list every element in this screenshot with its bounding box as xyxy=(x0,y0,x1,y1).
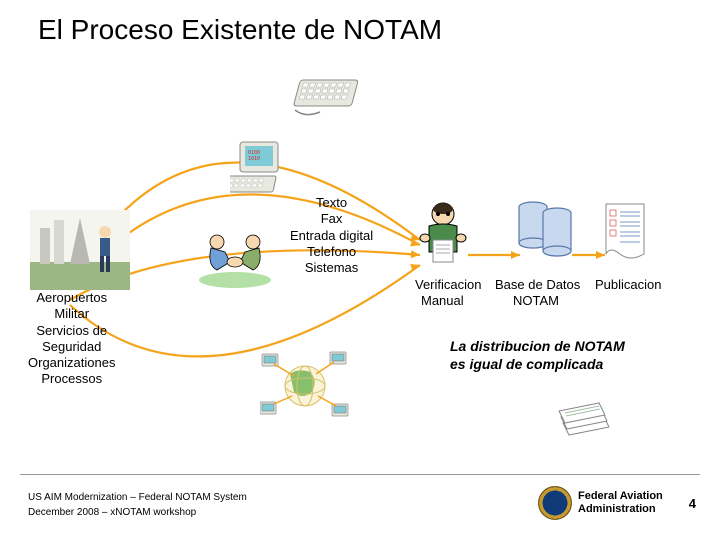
publication-label: Publicacion xyxy=(595,277,662,293)
distribution-label: La distribucion de NOTAM es igual de com… xyxy=(450,338,625,373)
computer-icon: 0100 1010 xyxy=(230,140,290,203)
faa-text: Federal AviationAdministration xyxy=(578,490,663,515)
page-title: El Proceso Existente de NOTAM xyxy=(38,14,442,46)
verification-label: Verificacion Manual xyxy=(415,277,481,310)
svg-text:1010: 1010 xyxy=(248,156,260,162)
slide-number: 4 xyxy=(689,496,696,511)
footer-left: US AIM Modernization – Federal NOTAM Sys… xyxy=(28,490,247,520)
paper-stack-icon xyxy=(555,395,615,446)
handshake-icon xyxy=(195,230,275,295)
sources-label: Aeropuertos Militar Servicios de Segurid… xyxy=(28,290,115,388)
footer-right: Federal AviationAdministration 4 xyxy=(538,486,696,520)
divider xyxy=(20,474,700,475)
database-icon xyxy=(515,195,575,266)
observer-icon xyxy=(30,210,130,280)
manual-check-icon xyxy=(415,200,471,269)
globe-network-icon xyxy=(260,350,350,427)
printout-icon xyxy=(600,200,652,273)
keyboard-icon xyxy=(285,70,365,130)
methods-label: Texto Fax Entrada digital Telefono Siste… xyxy=(290,195,373,276)
faa-seal-icon xyxy=(538,486,572,520)
database-label: Base de Datos NOTAM xyxy=(495,277,580,310)
